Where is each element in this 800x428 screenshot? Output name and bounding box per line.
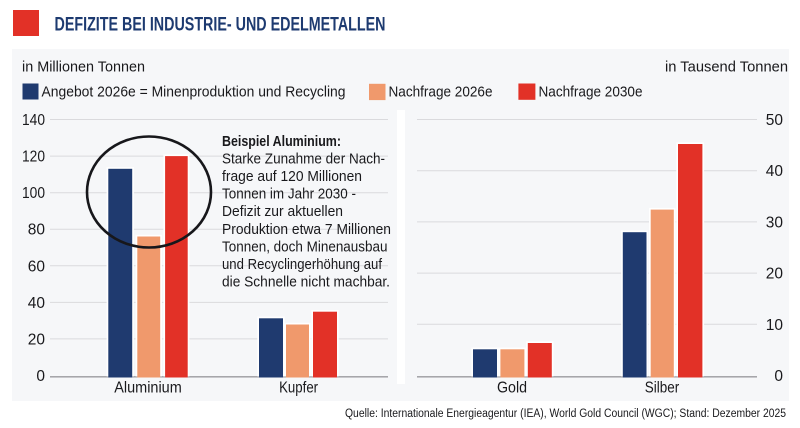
svg-text:120: 120	[22, 149, 45, 166]
svg-text:Kupfer: Kupfer	[279, 380, 318, 397]
svg-text:20: 20	[766, 266, 784, 283]
svg-text:80: 80	[28, 222, 46, 239]
svg-text:50: 50	[766, 112, 784, 129]
svg-text:20: 20	[28, 331, 46, 348]
svg-text:Produktion etwa 7 Millionen: Produktion etwa 7 Millionen	[222, 221, 391, 238]
svg-text:Nachfrage 2026e: Nachfrage 2026e	[389, 84, 493, 101]
svg-text:10: 10	[766, 317, 784, 334]
svg-text:Nachfrage 2030e: Nachfrage 2030e	[539, 84, 643, 101]
svg-text:30: 30	[766, 214, 784, 231]
svg-text:100: 100	[22, 185, 45, 202]
svg-text:Tonnen, doch Minenausbau: Tonnen, doch Minenausbau	[222, 238, 388, 255]
svg-text:Gold: Gold	[497, 380, 527, 397]
svg-text:und Recyclingerhöhung auf: und Recyclingerhöhung auf	[222, 256, 383, 273]
svg-text:Beispiel Aluminium:: Beispiel Aluminium:	[222, 133, 341, 150]
svg-text:0: 0	[774, 368, 783, 385]
svg-text:DEFIZITE BEI INDUSTRIE- UND ED: DEFIZITE BEI INDUSTRIE- UND EDELMETALLEN	[55, 15, 386, 36]
svg-text:Defizit zur aktuellen: Defizit zur aktuellen	[222, 203, 343, 220]
svg-text:in Tausend Tonnen: in Tausend Tonnen	[665, 59, 788, 76]
svg-text:140: 140	[22, 112, 45, 129]
svg-text:40: 40	[766, 163, 784, 180]
svg-text:Tonnen im Jahr 2030 -: Tonnen im Jahr 2030 -	[222, 186, 356, 203]
svg-text:Starke Zunahme der Nach-: Starke Zunahme der Nach-	[222, 151, 385, 168]
svg-text:in Millionen Tonnen: in Millionen Tonnen	[22, 59, 145, 76]
svg-text:Silber: Silber	[645, 380, 680, 397]
svg-text:40: 40	[28, 295, 46, 312]
svg-text:Aluminium: Aluminium	[114, 380, 182, 397]
svg-text:0: 0	[36, 368, 45, 385]
svg-text:Angebot 2026e = Minenproduktio: Angebot 2026e = Minenproduktion und Recy…	[42, 84, 346, 101]
svg-text:frage auf 120 Millionen: frage auf 120 Millionen	[222, 168, 362, 185]
svg-text:Quelle: Internationale Energie: Quelle: Internationale Energieagentur (I…	[345, 408, 786, 420]
svg-text:die Schnelle nicht machbar.: die Schnelle nicht machbar.	[222, 274, 390, 291]
svg-text:60: 60	[28, 258, 46, 275]
